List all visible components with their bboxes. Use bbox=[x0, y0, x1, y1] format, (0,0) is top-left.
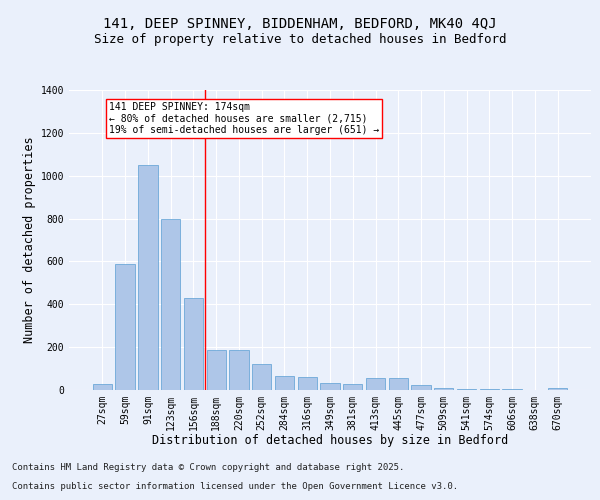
Bar bbox=[320, 382, 340, 390]
Bar bbox=[252, 364, 271, 390]
Bar bbox=[115, 264, 135, 390]
Text: Contains HM Land Registry data © Crown copyright and database right 2025.: Contains HM Land Registry data © Crown c… bbox=[12, 464, 404, 472]
Bar bbox=[206, 350, 226, 390]
Text: 141 DEEP SPINNEY: 174sqm
← 80% of detached houses are smaller (2,715)
19% of sem: 141 DEEP SPINNEY: 174sqm ← 80% of detach… bbox=[109, 102, 379, 135]
Bar bbox=[366, 378, 385, 390]
Bar bbox=[298, 377, 317, 390]
Text: 141, DEEP SPINNEY, BIDDENHAM, BEDFORD, MK40 4QJ: 141, DEEP SPINNEY, BIDDENHAM, BEDFORD, M… bbox=[103, 18, 497, 32]
Bar bbox=[434, 388, 454, 390]
Y-axis label: Number of detached properties: Number of detached properties bbox=[23, 136, 37, 344]
Bar bbox=[138, 165, 158, 390]
Bar bbox=[275, 376, 294, 390]
Bar bbox=[343, 384, 362, 390]
Bar bbox=[229, 350, 248, 390]
Bar bbox=[548, 388, 567, 390]
Text: Size of property relative to detached houses in Bedford: Size of property relative to detached ho… bbox=[94, 32, 506, 46]
Text: Contains public sector information licensed under the Open Government Licence v3: Contains public sector information licen… bbox=[12, 482, 458, 491]
Bar bbox=[184, 298, 203, 390]
Bar bbox=[389, 378, 408, 390]
Bar bbox=[161, 218, 181, 390]
Bar bbox=[412, 384, 431, 390]
Bar bbox=[93, 384, 112, 390]
X-axis label: Distribution of detached houses by size in Bedford: Distribution of detached houses by size … bbox=[152, 434, 508, 448]
Bar bbox=[479, 389, 499, 390]
Bar bbox=[457, 389, 476, 390]
